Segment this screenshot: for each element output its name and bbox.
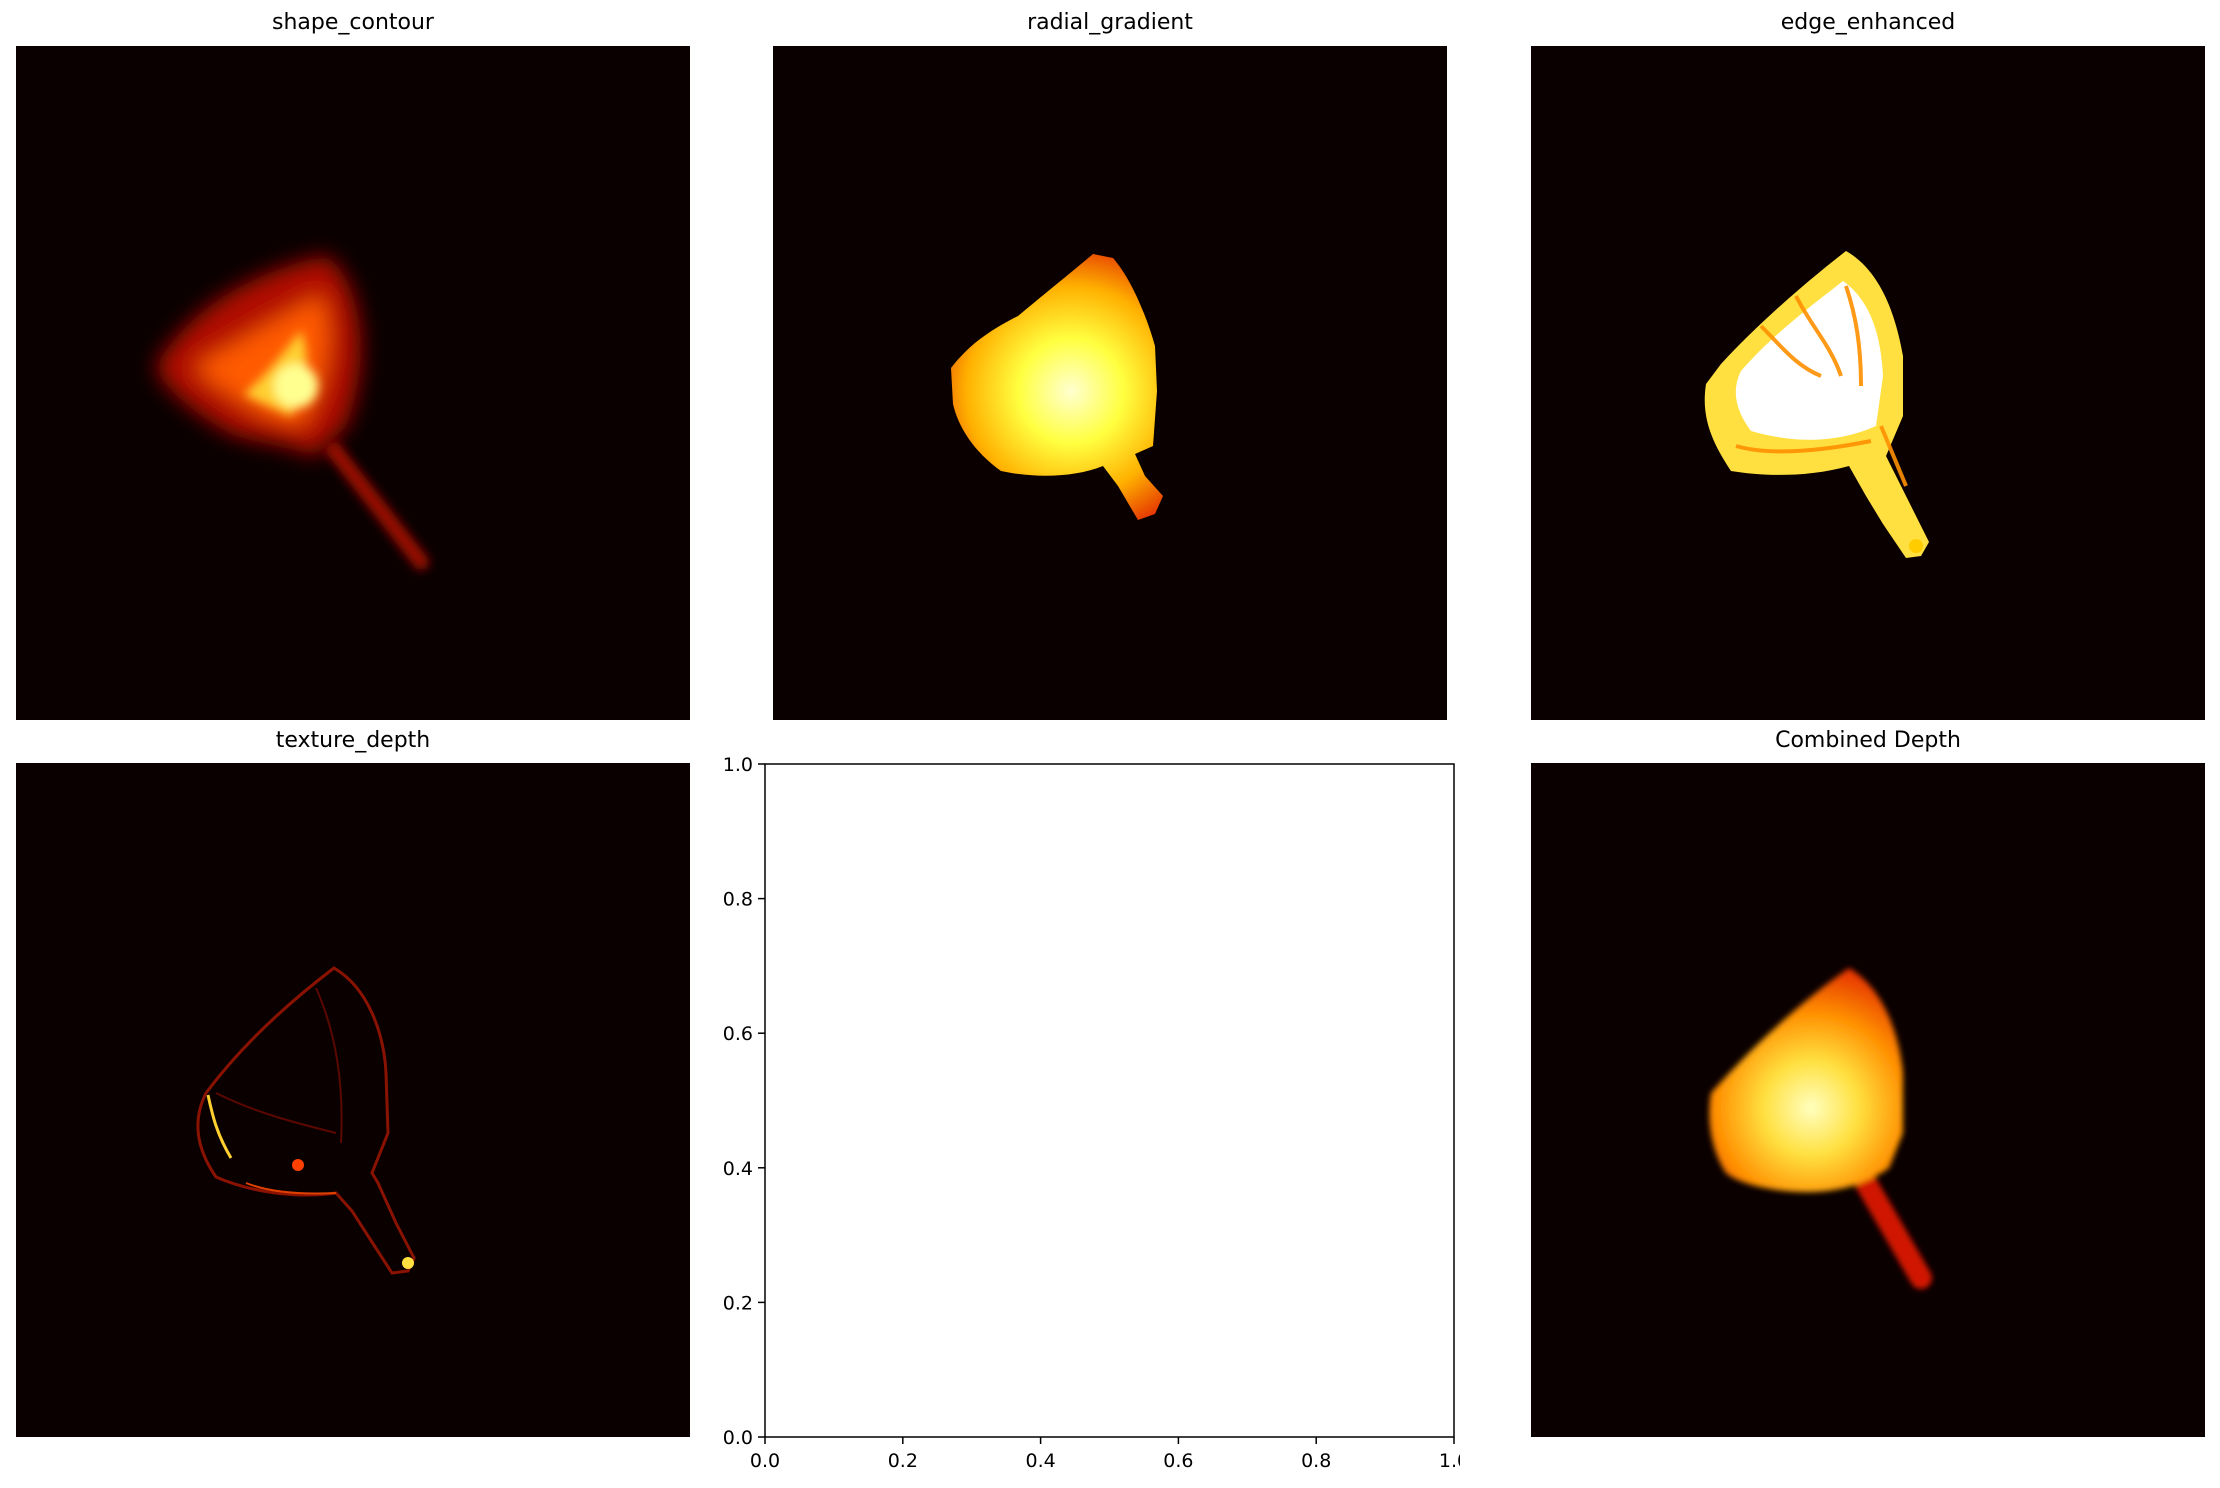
y-tick-label: 0.6 xyxy=(723,1023,753,1045)
texture-bright-edge-2 xyxy=(245,1182,337,1195)
texture-tip xyxy=(402,1257,414,1269)
stem xyxy=(326,442,429,570)
edge-shape-inner xyxy=(1735,281,1883,440)
texture-inner-line xyxy=(315,987,343,1144)
y-tick-label: 1.0 xyxy=(723,754,753,776)
heatmap-texture-depth xyxy=(16,763,690,1437)
heatmap-edge-enhanced xyxy=(1531,46,2205,720)
panel-title-edge-enhanced: edge_enhanced xyxy=(1780,10,1956,35)
empty-axes: 0.0 0.2 0.4 0.6 0.8 1.0 0.0 0.2 0.4 0.6 0.8 1.0 xyxy=(723,754,1460,1472)
panel-title-shape-contour: shape_contour xyxy=(272,10,434,35)
x-tick-label: 1.0 xyxy=(1439,1450,1460,1472)
x-tick-label: 0.8 xyxy=(1301,1450,1331,1472)
x-tick-label: 0.6 xyxy=(1163,1450,1193,1472)
heatmap-combined-depth xyxy=(1531,763,2205,1437)
x-tick-label: 0.2 xyxy=(888,1450,918,1472)
heatmap-background xyxy=(16,763,690,1437)
radial-shape xyxy=(951,254,1163,520)
combined-stem xyxy=(1855,1172,1932,1289)
heatmap-shape-contour xyxy=(16,46,690,720)
y-tick-label: 0.8 xyxy=(723,889,753,911)
x-axis-ticks: 0.0 0.2 0.4 0.6 0.8 1.0 xyxy=(750,1437,1460,1472)
y-axis-ticks: 0.0 0.2 0.4 0.6 0.8 1.0 xyxy=(723,754,765,1449)
edge-lines xyxy=(1735,285,1908,487)
texture-inner-line-2 xyxy=(215,1092,337,1134)
blob-hotspot xyxy=(274,364,318,408)
panel-title-radial-gradient: radial_gradient xyxy=(1027,10,1193,35)
combined-shape xyxy=(1709,968,1903,1193)
x-tick-label: 0.0 xyxy=(750,1450,780,1472)
y-tick-label: 0.0 xyxy=(723,1427,753,1449)
texture-bright-edge xyxy=(206,1094,233,1159)
axes-frame xyxy=(764,763,1455,1438)
texture-spot xyxy=(292,1159,304,1171)
panel-title-combined-depth: Combined Depth xyxy=(1775,728,1961,753)
y-tick-label: 0.4 xyxy=(723,1158,753,1180)
texture-outline xyxy=(196,966,416,1275)
y-tick-label: 0.2 xyxy=(723,1292,753,1314)
panel-title-texture-depth: texture_depth xyxy=(275,728,431,753)
edge-tip xyxy=(1909,539,1923,553)
x-tick-label: 0.4 xyxy=(1025,1450,1055,1472)
heatmap-radial-gradient xyxy=(773,46,1447,720)
